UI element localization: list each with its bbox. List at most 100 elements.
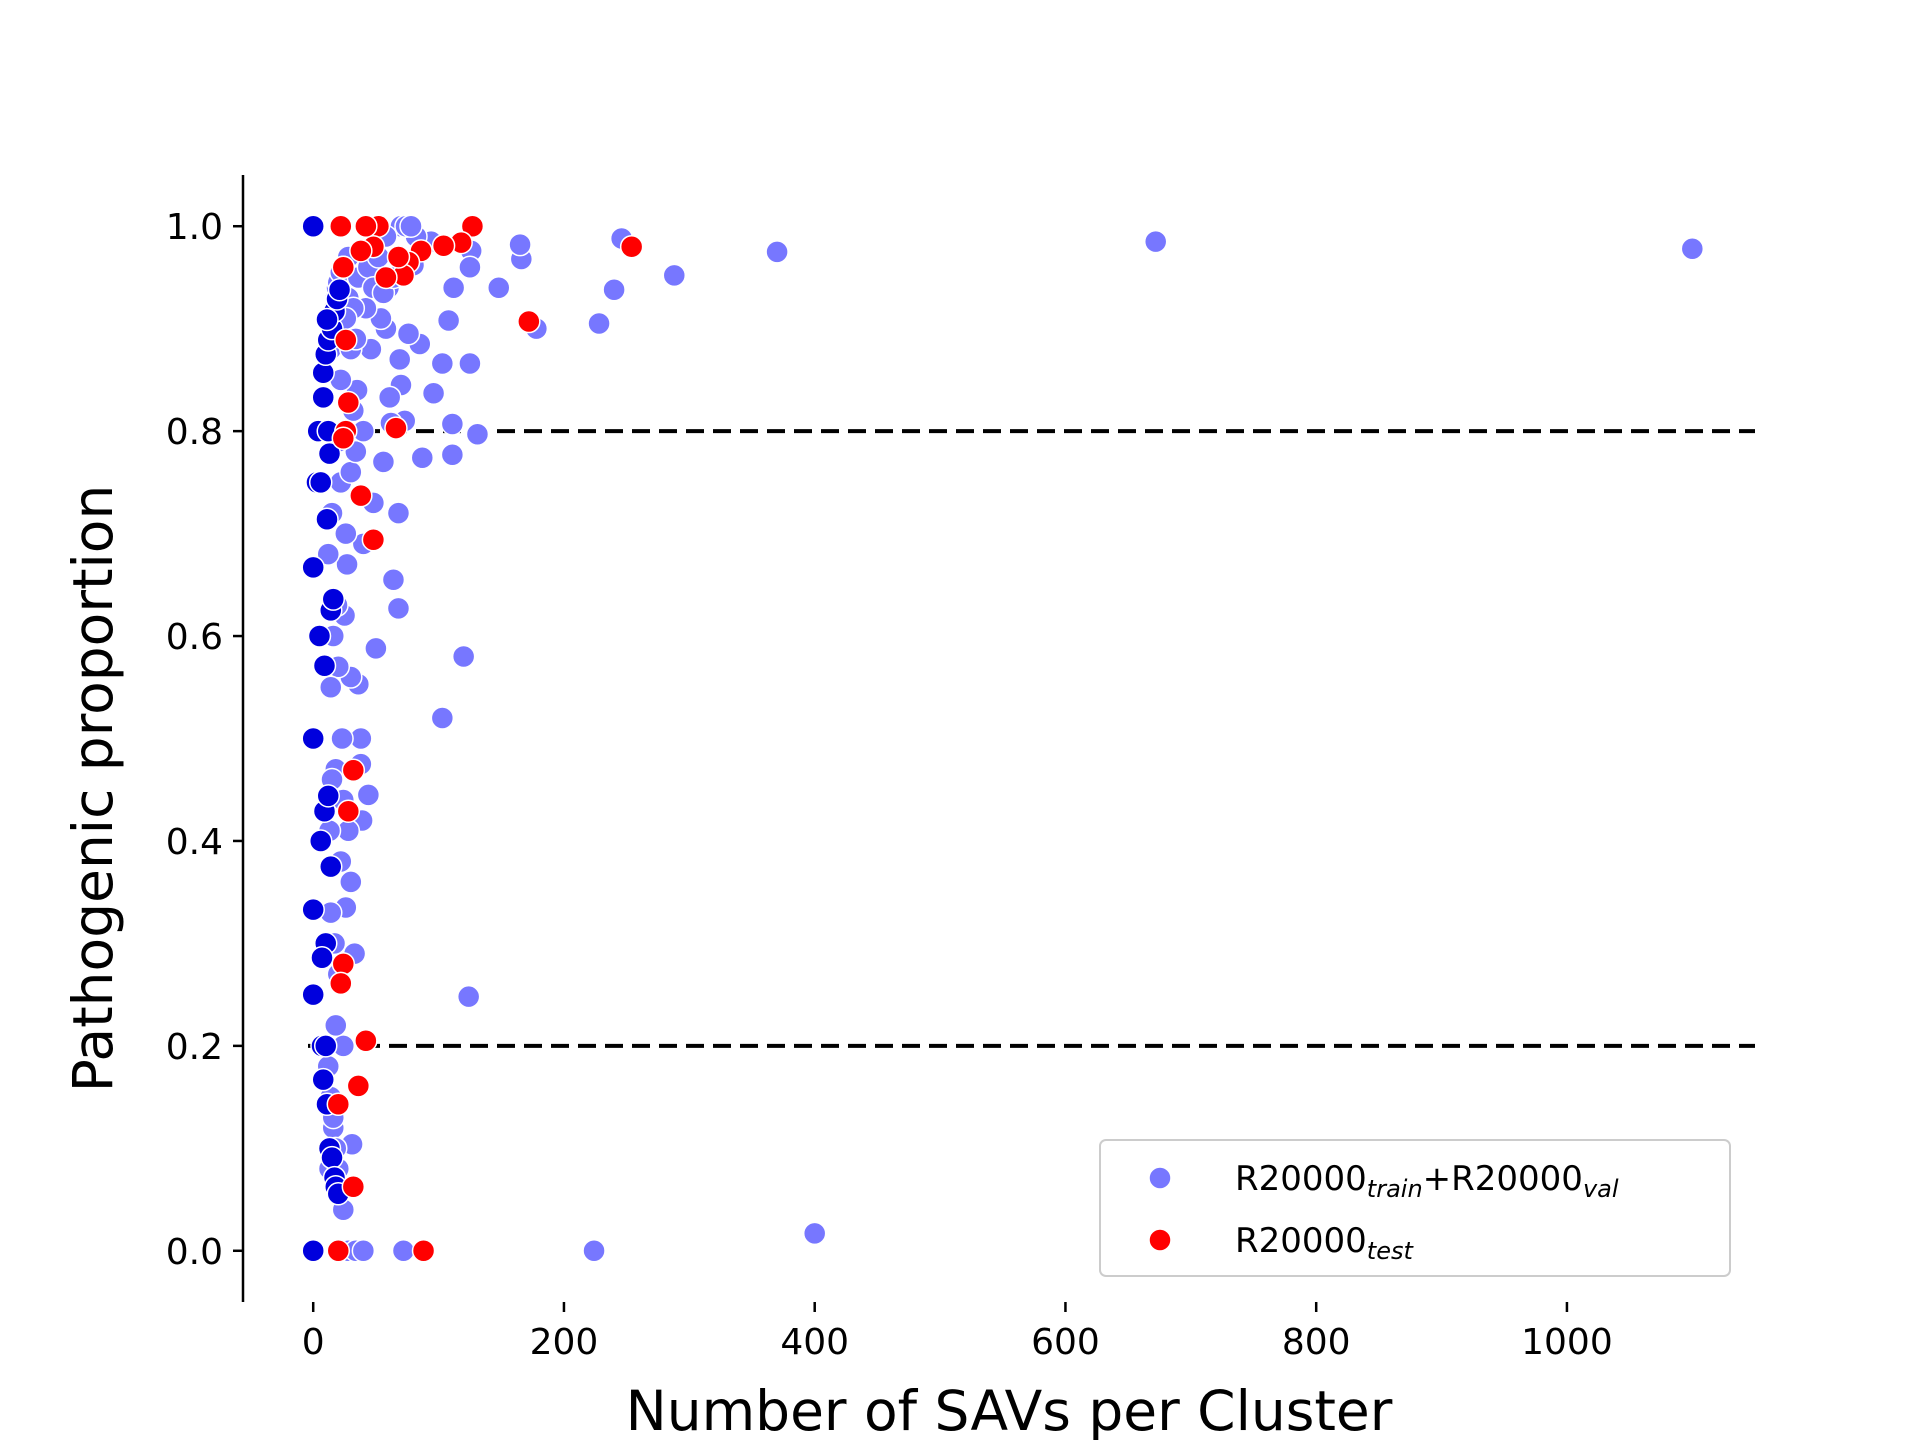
data-point bbox=[487, 275, 511, 300]
data-point bbox=[1680, 237, 1705, 261]
data-point bbox=[396, 322, 421, 346]
x-tick-label: 200 bbox=[530, 1322, 599, 1363]
data-point bbox=[430, 351, 455, 376]
data-point bbox=[802, 1221, 827, 1246]
series-2 bbox=[326, 214, 644, 1263]
y-tick-label: 0.2 bbox=[166, 1027, 223, 1068]
data-point bbox=[436, 308, 461, 333]
data-point bbox=[301, 726, 325, 751]
data-point bbox=[371, 450, 396, 474]
data-point bbox=[465, 422, 490, 446]
data-point bbox=[311, 1067, 335, 1092]
data-point bbox=[326, 1239, 351, 1263]
data-point bbox=[301, 555, 325, 580]
data-point bbox=[441, 275, 466, 300]
data-point bbox=[349, 239, 373, 263]
data-point bbox=[765, 240, 789, 264]
data-point bbox=[456, 984, 481, 1009]
data-point bbox=[324, 1013, 348, 1038]
data-point bbox=[440, 412, 465, 436]
data-points bbox=[301, 214, 1705, 1263]
data-point bbox=[354, 1028, 378, 1053]
data-point bbox=[341, 758, 366, 783]
data-point bbox=[313, 1034, 338, 1058]
data-point bbox=[391, 1239, 416, 1263]
data-point bbox=[451, 644, 476, 669]
data-point bbox=[602, 277, 626, 302]
data-point bbox=[587, 311, 611, 336]
legend-marker bbox=[1148, 1228, 1172, 1252]
y-axis-title: Pathogenic proportion bbox=[61, 485, 125, 1093]
data-point bbox=[508, 232, 532, 257]
data-point bbox=[312, 654, 337, 678]
data-point bbox=[381, 567, 406, 592]
data-point bbox=[386, 245, 411, 269]
data-point bbox=[330, 726, 354, 751]
data-point bbox=[327, 277, 352, 302]
y-tick-label: 0.0 bbox=[166, 1232, 223, 1273]
series-0 bbox=[316, 214, 1705, 1263]
data-point bbox=[582, 1239, 606, 1263]
data-point bbox=[1143, 229, 1168, 254]
legend-label: R20000test bbox=[1235, 1221, 1414, 1265]
data-point bbox=[315, 507, 339, 531]
data-point bbox=[386, 596, 411, 621]
data-point bbox=[346, 1074, 371, 1098]
legend-label: R20000train+R20000val bbox=[1235, 1159, 1619, 1203]
data-point bbox=[662, 263, 687, 288]
data-point bbox=[316, 784, 341, 808]
y-axis-ticks: 0.0 0.2 0.4 0.6 0.8 1.0 bbox=[166, 207, 243, 1273]
data-point bbox=[308, 470, 333, 495]
x-tick-label: 1000 bbox=[1521, 1322, 1613, 1363]
data-point bbox=[356, 783, 381, 807]
data-point bbox=[331, 255, 356, 279]
data-point bbox=[386, 501, 411, 525]
data-point bbox=[339, 460, 363, 484]
y-tick-label: 0.8 bbox=[166, 412, 223, 453]
data-point bbox=[307, 624, 332, 648]
legend-marker bbox=[1148, 1166, 1172, 1190]
data-point bbox=[364, 636, 388, 661]
data-point bbox=[315, 307, 339, 332]
data-point bbox=[421, 381, 446, 405]
data-point bbox=[517, 309, 541, 334]
data-point bbox=[387, 347, 412, 372]
y-tick-label: 0.4 bbox=[166, 822, 223, 863]
x-axis-title: Number of SAVs per Cluster bbox=[626, 1379, 1393, 1440]
data-point bbox=[377, 385, 402, 410]
data-point bbox=[374, 265, 398, 290]
data-point bbox=[321, 587, 346, 611]
x-tick-label: 600 bbox=[1031, 1322, 1100, 1363]
data-point bbox=[331, 952, 356, 976]
data-point bbox=[336, 799, 361, 823]
data-point bbox=[310, 946, 334, 970]
data-point bbox=[301, 1239, 325, 1263]
x-tick-label: 400 bbox=[780, 1322, 849, 1363]
data-point bbox=[619, 234, 644, 259]
x-tick-label: 0 bbox=[302, 1322, 325, 1363]
data-point bbox=[329, 214, 353, 238]
data-point bbox=[354, 214, 378, 238]
data-point bbox=[319, 854, 343, 879]
data-point bbox=[334, 521, 358, 546]
data-point bbox=[458, 351, 482, 376]
reference-lines bbox=[308, 429, 1755, 1048]
data-point bbox=[320, 1145, 344, 1170]
data-point bbox=[316, 542, 341, 566]
data-point bbox=[331, 426, 356, 451]
data-point bbox=[339, 870, 363, 894]
data-point bbox=[349, 483, 373, 508]
data-point bbox=[301, 897, 325, 922]
data-point bbox=[431, 233, 456, 258]
data-point bbox=[410, 446, 435, 470]
data-point bbox=[319, 675, 343, 700]
data-point bbox=[399, 214, 423, 238]
data-point bbox=[430, 706, 455, 730]
legend-box bbox=[1099, 1139, 1731, 1277]
data-point bbox=[301, 982, 325, 1007]
y-tick-label: 0.6 bbox=[166, 617, 223, 658]
data-point bbox=[384, 416, 408, 440]
data-point bbox=[311, 385, 335, 410]
data-point bbox=[458, 255, 482, 279]
